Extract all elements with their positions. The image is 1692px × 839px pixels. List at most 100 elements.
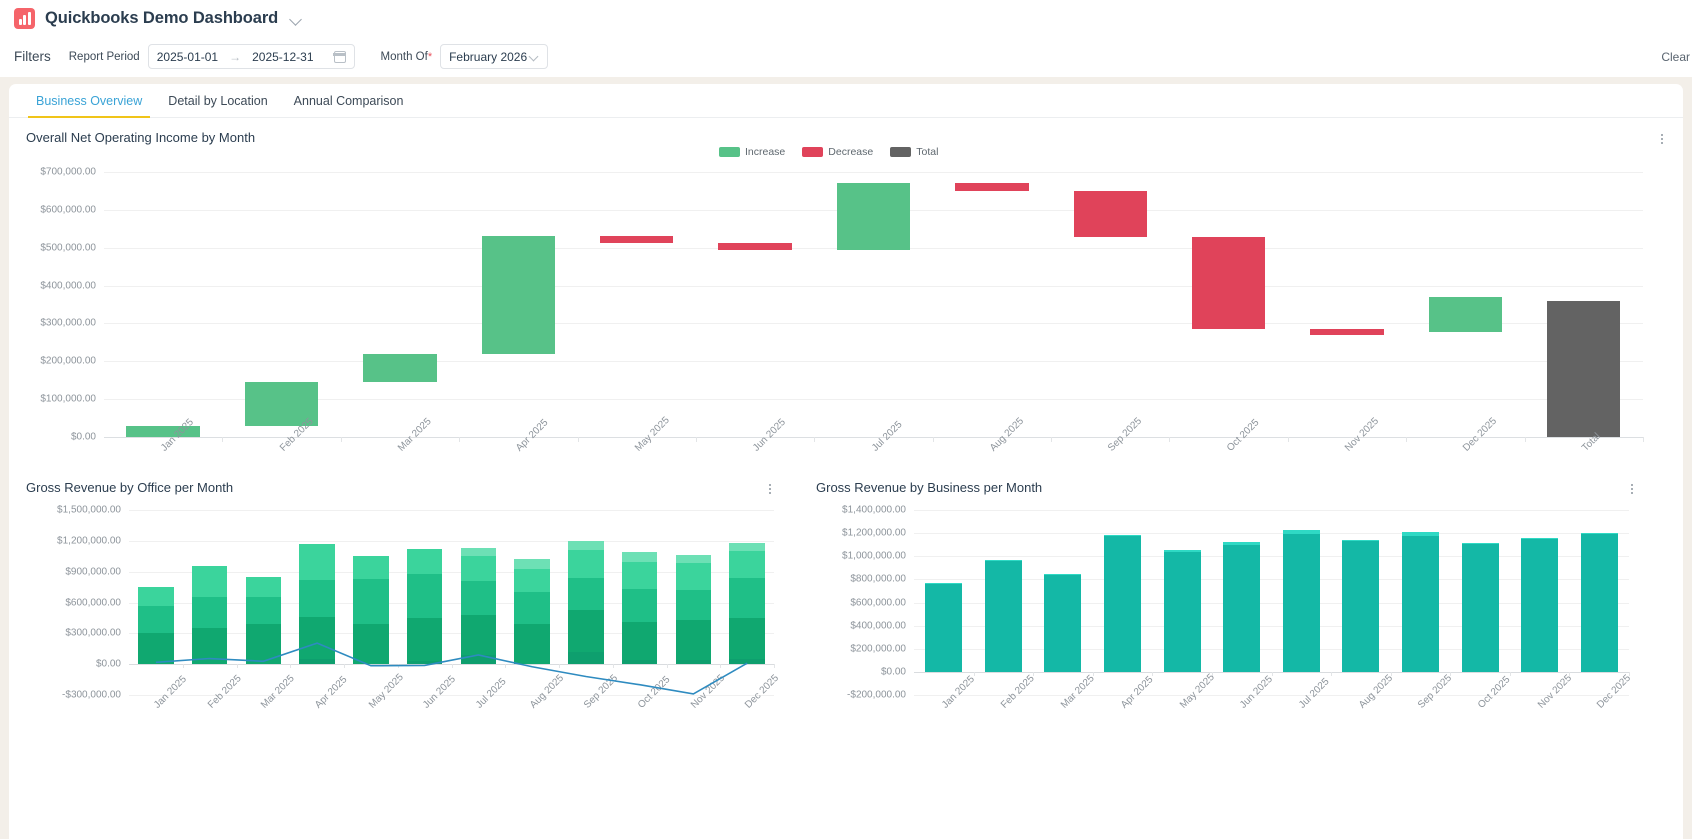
bar[interactable]: [925, 583, 963, 584]
stacked-bar-segment[interactable]: [353, 556, 389, 579]
stacked-bar-segment[interactable]: [245, 624, 282, 665]
stacked-bar-segment[interactable]: [621, 660, 658, 665]
stacked-bar-segment[interactable]: [568, 609, 604, 652]
stacked-bar-segment[interactable]: [299, 617, 335, 659]
bar[interactable]: [1580, 533, 1618, 672]
waterfall-bar[interactable]: [718, 243, 792, 250]
bar[interactable]: [1163, 550, 1201, 552]
stacked-bar-segment[interactable]: [245, 577, 282, 598]
bar[interactable]: [1401, 532, 1439, 536]
bar[interactable]: [1223, 545, 1261, 672]
clear-filters-button[interactable]: Clear: [1661, 49, 1690, 64]
stacked-bar-segment[interactable]: [675, 589, 712, 620]
stacked-bar-segment[interactable]: [568, 550, 604, 579]
bar[interactable]: [1521, 538, 1559, 672]
bar[interactable]: [1342, 540, 1380, 672]
stacked-bar-segment[interactable]: [406, 660, 443, 665]
stacked-bar-segment[interactable]: [191, 596, 228, 628]
kebab-menu-icon[interactable]: [763, 482, 777, 496]
stacked-bar-segment[interactable]: [729, 551, 765, 579]
stacked-bar-segment[interactable]: [729, 578, 765, 618]
stacked-bar-segment[interactable]: [138, 606, 174, 634]
stacked-bar-segment[interactable]: [568, 578, 604, 610]
bar[interactable]: [1163, 551, 1201, 672]
waterfall-bar[interactable]: [1547, 301, 1621, 437]
bar[interactable]: [984, 560, 1022, 561]
stacked-bar-segment[interactable]: [675, 555, 712, 564]
tab-annual-comparison[interactable]: Annual Comparison: [281, 84, 417, 117]
stacked-bar-segment[interactable]: [353, 624, 389, 665]
stacked-bar-segment[interactable]: [191, 565, 228, 597]
month-of-select[interactable]: February 2026: [440, 44, 549, 69]
stacked-bar-segment[interactable]: [460, 655, 497, 665]
calendar-icon[interactable]: [333, 50, 346, 63]
waterfall-bar[interactable]: [1428, 296, 1503, 333]
waterfall-bar[interactable]: [1310, 329, 1384, 336]
stacked-bar-segment[interactable]: [299, 544, 335, 580]
bar[interactable]: [1342, 539, 1380, 541]
stacked-bar-segment[interactable]: [729, 543, 765, 552]
stacked-bar-segment[interactable]: [460, 548, 497, 556]
waterfall-bar[interactable]: [836, 183, 911, 250]
bar[interactable]: [1521, 538, 1559, 539]
stacked-bar-segment[interactable]: [621, 588, 658, 623]
bar[interactable]: [1223, 542, 1261, 546]
bar[interactable]: [1044, 574, 1082, 672]
bar[interactable]: [1282, 529, 1320, 535]
stacked-bar-segment[interactable]: [729, 617, 765, 659]
stacked-bar-segment[interactable]: [621, 562, 658, 589]
kebab-menu-icon[interactable]: [1655, 132, 1669, 146]
waterfall-bar[interactable]: [1073, 190, 1147, 238]
stacked-bar-segment[interactable]: [729, 658, 765, 665]
report-period-start[interactable]: 2025-01-01: [156, 49, 219, 64]
stacked-bar-segment[interactable]: [675, 659, 712, 665]
waterfall-bar[interactable]: [363, 353, 437, 383]
stacked-bar-segment[interactable]: [514, 568, 550, 593]
stacked-bar-segment[interactable]: [675, 563, 712, 590]
waterfall-bar[interactable]: [244, 382, 319, 426]
waterfall-bar[interactable]: [1191, 237, 1266, 330]
report-period-end[interactable]: 2025-12-31: [252, 49, 314, 64]
stacked-bar-segment[interactable]: [621, 551, 658, 563]
stacked-bar-segment[interactable]: [299, 579, 335, 618]
waterfall-bar[interactable]: [600, 235, 674, 244]
bar[interactable]: [1282, 534, 1320, 672]
bar[interactable]: [1461, 543, 1499, 545]
stacked-bar-segment[interactable]: [568, 651, 604, 665]
x-axis-label: Apr 2025: [1118, 674, 1156, 711]
bar[interactable]: [1461, 544, 1499, 672]
bar[interactable]: [925, 584, 963, 672]
waterfall-bar[interactable]: [955, 183, 1029, 191]
bar[interactable]: [1580, 532, 1618, 534]
stacked-bar-segment[interactable]: [245, 597, 282, 625]
stacked-bar-segment[interactable]: [460, 581, 497, 616]
stacked-bar-segment[interactable]: [406, 617, 443, 661]
bar[interactable]: [1104, 535, 1141, 672]
stacked-bar-segment[interactable]: [675, 619, 712, 660]
stacked-bar-segment[interactable]: [514, 592, 550, 625]
stacked-bar-segment[interactable]: [138, 633, 174, 665]
stacked-bar-segment[interactable]: [138, 586, 174, 607]
chevron-down-icon[interactable]: [290, 13, 303, 26]
bar[interactable]: [1401, 536, 1439, 672]
bar[interactable]: [984, 560, 1022, 672]
tab-business-overview[interactable]: Business Overview: [23, 84, 155, 118]
kebab-menu-icon[interactable]: [1625, 482, 1639, 496]
stacked-bar-segment[interactable]: [514, 558, 550, 569]
stacked-bar-segment[interactable]: [460, 555, 497, 582]
waterfall-bar[interactable]: [481, 235, 556, 354]
stacked-bar-segment[interactable]: [568, 541, 604, 551]
stacked-bar-segment[interactable]: [514, 624, 550, 665]
tab-detail-by-location[interactable]: Detail by Location: [155, 84, 280, 117]
bar[interactable]: [1104, 534, 1141, 536]
stacked-bar-segment[interactable]: [353, 578, 389, 625]
stacked-bar-segment[interactable]: [299, 658, 335, 665]
report-period-input[interactable]: 2025-01-01 → 2025-12-31: [147, 44, 355, 69]
stacked-bar-segment[interactable]: [460, 615, 497, 656]
stacked-bar-segment[interactable]: [621, 622, 658, 661]
stacked-bar-segment[interactable]: [191, 627, 228, 665]
stacked-bar-segment[interactable]: [406, 574, 443, 618]
waterfall-bar[interactable]: [126, 425, 200, 437]
bar[interactable]: [1044, 573, 1082, 575]
stacked-bar-segment[interactable]: [406, 549, 443, 575]
